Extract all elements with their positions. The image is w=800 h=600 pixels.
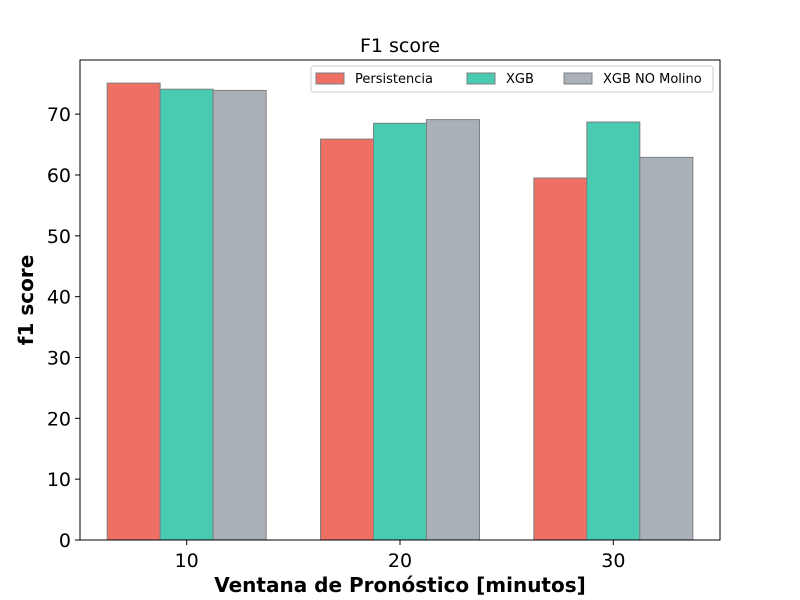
bar-xgb-no-molino-20 — [426, 119, 480, 541]
x-tick-label: 10 — [175, 550, 199, 572]
legend-label: Persistencia — [355, 72, 433, 87]
y-tick-label: 50 — [47, 226, 71, 248]
legend: Persistencia XGB XGB NO Molino — [310, 65, 714, 93]
y-tick-label: 60 — [47, 165, 71, 187]
y-ticks-group: 0 10 20 30 40 50 60 70 — [47, 104, 80, 552]
y-tick-label: 70 — [47, 104, 71, 126]
bar-xgb-10 — [159, 88, 214, 541]
x-tick-label: 30 — [601, 550, 625, 572]
y-tick-label: 0 — [59, 530, 71, 552]
bar-persistencia-20 — [320, 138, 374, 541]
y-tick-label: 30 — [47, 347, 71, 369]
bar-xgb-no-molino-30 — [639, 156, 694, 541]
plot-frame — [79, 59, 721, 541]
bar-persistencia-30 — [533, 177, 588, 541]
y-tick-label: 10 — [47, 469, 71, 491]
legend-label: XGB — [506, 72, 534, 87]
x-axis-label: Ventana de Pronóstico [minutos] — [214, 573, 586, 597]
chart-title: F1 score — [360, 35, 440, 57]
y-tick-label: 40 — [47, 287, 71, 309]
legend-swatch — [315, 72, 345, 85]
bar-xgb-no-molino-10 — [212, 89, 267, 541]
y-axis-label: f1 score — [14, 255, 38, 346]
legend-swatch — [563, 72, 593, 85]
bar-persistencia-10 — [106, 82, 161, 541]
x-tick-label: 20 — [388, 550, 412, 572]
bars-group — [106, 82, 694, 541]
bar-xgb-30 — [586, 121, 641, 541]
legend-box — [310, 65, 714, 93]
bar-xgb-20 — [373, 122, 427, 541]
legend-swatch — [466, 72, 496, 85]
x-ticks-group: 10 20 30 — [175, 540, 625, 572]
legend-label: XGB NO Molino — [603, 72, 702, 87]
y-tick-label: 20 — [47, 408, 71, 430]
